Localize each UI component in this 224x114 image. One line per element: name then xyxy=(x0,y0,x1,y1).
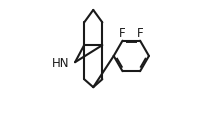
Text: HN: HN xyxy=(52,56,70,69)
Text: F: F xyxy=(119,26,126,39)
Text: F: F xyxy=(137,26,143,39)
